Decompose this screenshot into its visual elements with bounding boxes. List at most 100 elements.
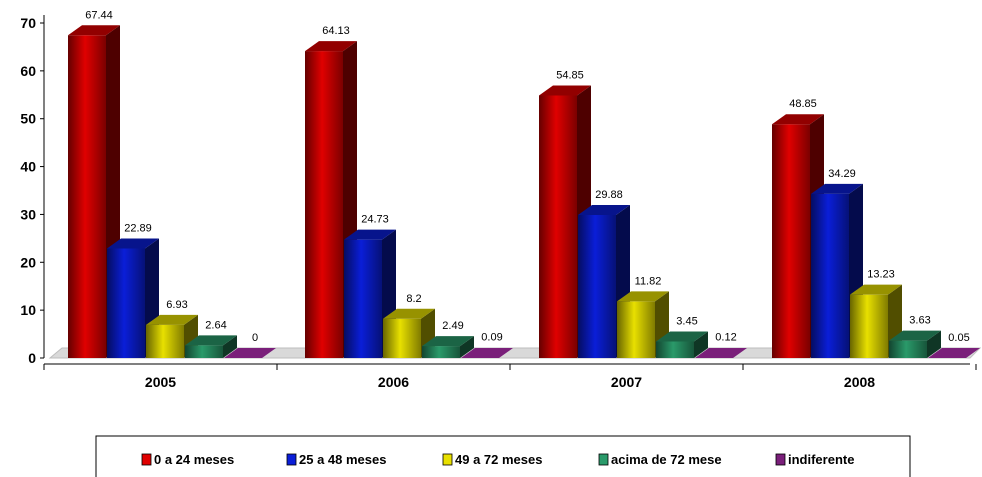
bar-top (617, 291, 669, 302)
y-tick-label: 40 (20, 159, 36, 175)
legend-label: 0 a 24 meses (154, 452, 234, 467)
data-label: 0.05 (948, 332, 969, 344)
bar-side (694, 331, 708, 358)
bar-front (422, 346, 460, 358)
bar-top (146, 314, 198, 325)
legend-swatch (442, 453, 453, 466)
data-label: 3.63 (909, 315, 930, 327)
legend-item: 49 a 72 meses (442, 452, 542, 467)
legend-label: 49 a 72 meses (455, 452, 542, 467)
data-label: 34.29 (828, 168, 856, 180)
x-tick-label: 2008 (844, 374, 875, 390)
bar-top (850, 284, 902, 295)
data-label: 2.49 (442, 320, 463, 332)
bar (461, 348, 513, 358)
legend-item: 25 a 48 meses (286, 452, 386, 467)
legend: 0 a 24 meses 25 a 48 meses 49 a 72 meses ac… (95, 435, 911, 477)
bar-top (656, 331, 708, 342)
bar-side (460, 336, 474, 358)
bar-front (617, 301, 655, 358)
bar-front (850, 294, 888, 358)
bar-front (344, 239, 382, 358)
bar-top (383, 308, 435, 319)
bar (224, 348, 276, 358)
bar (889, 330, 941, 358)
bar-front (811, 193, 849, 358)
bar-front (107, 248, 145, 358)
bar-top (185, 335, 237, 346)
bar-front (383, 318, 421, 358)
bar-top (889, 330, 941, 341)
bar-top (107, 238, 159, 249)
bar-top (68, 25, 120, 36)
legend-label: indiferente (788, 452, 854, 467)
bar-top (461, 348, 513, 358)
legend-box (95, 435, 911, 477)
bar (695, 348, 747, 358)
bar (656, 331, 708, 358)
bar-front (889, 340, 927, 358)
y-axis: 0 10 20 30 40 50 60 70 (20, 15, 45, 366)
bar-front (539, 95, 577, 358)
data-label: 54.85 (556, 70, 584, 82)
y-tick-label: 10 (20, 302, 36, 318)
bar-front (772, 124, 810, 358)
y-tick-label: 50 (20, 111, 36, 127)
y-tick-label: 20 (20, 254, 36, 270)
data-label: 2.64 (205, 319, 226, 331)
legend-item: acima de 72 mese (598, 452, 722, 467)
bar-top (772, 114, 824, 125)
bar-front (68, 35, 106, 358)
legend-swatch (598, 453, 609, 466)
y-tick-label: 60 (20, 63, 36, 79)
x-axis: 2005 2006 2007 2008 (43, 363, 977, 390)
data-label: 22.89 (124, 222, 152, 234)
bar-side (927, 330, 941, 358)
y-tick-label: 30 (20, 206, 36, 222)
bar (928, 348, 980, 358)
bar-front (656, 341, 694, 358)
legend-item: 0 a 24 meses (141, 452, 234, 467)
bar-top (811, 183, 863, 194)
bar-top (928, 348, 980, 358)
x-tick-label: 2006 (378, 374, 409, 390)
bar-front (305, 51, 343, 359)
data-label: 0.09 (481, 332, 502, 344)
data-labels: 67.44 22.89 6.93 2.64 0 64.13 24.73 8.2 2.49 0.09… (85, 9, 969, 344)
legend-label: acima de 72 mese (611, 452, 722, 467)
bar-top (695, 348, 747, 358)
data-label: 13.23 (867, 269, 895, 281)
x-tick-label: 2007 (611, 374, 642, 390)
legend-item: indiferente (775, 452, 854, 467)
x-tick-label: 2005 (145, 374, 176, 390)
bar (185, 335, 237, 358)
data-label: 24.73 (361, 214, 389, 226)
bar-top (305, 41, 357, 52)
data-label: 48.85 (789, 98, 817, 110)
legend-label: 25 a 48 meses (299, 452, 386, 467)
bar-top (578, 205, 630, 216)
bars (68, 25, 980, 359)
data-label: 67.44 (85, 9, 113, 21)
bar-top (344, 229, 396, 240)
y-tick-label: 70 (20, 15, 36, 31)
y-tick-label: 0 (28, 350, 36, 366)
bar-top (422, 336, 474, 347)
bar-top (224, 348, 276, 358)
data-label: 29.88 (595, 189, 623, 201)
bar-front (578, 215, 616, 358)
data-label: 0.12 (715, 331, 736, 343)
bar-side (223, 335, 237, 358)
data-label: 8.2 (406, 293, 421, 305)
data-label: 6.93 (166, 299, 187, 311)
data-label: 0 (252, 332, 258, 344)
bar (107, 238, 159, 358)
legend-swatch (286, 453, 297, 466)
bar-front (185, 345, 223, 358)
data-label: 3.45 (676, 315, 697, 327)
data-label: 64.13 (322, 25, 350, 37)
bar-top (539, 85, 591, 96)
legend-swatch (775, 453, 786, 466)
bar (146, 314, 198, 358)
